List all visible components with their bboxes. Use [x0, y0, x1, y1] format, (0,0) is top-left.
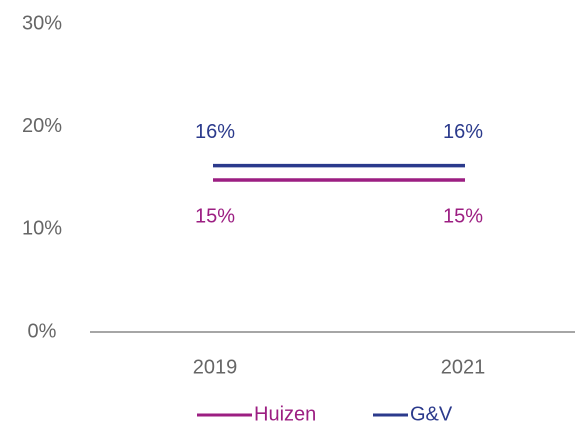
- y-tick-label: 20%: [22, 115, 62, 137]
- value-label: 16%: [443, 121, 483, 143]
- x-tick-label: 2019: [193, 356, 238, 378]
- legend-label: Huizen: [254, 403, 316, 425]
- legend-label: G&V: [410, 403, 453, 425]
- value-label: 16%: [195, 121, 235, 143]
- y-tick-label: 30%: [22, 12, 62, 34]
- x-tick-label: 2021: [441, 356, 486, 378]
- value-label: 15%: [195, 205, 235, 227]
- y-tick-label: 10%: [22, 218, 62, 240]
- y-tick-label: 0%: [28, 320, 57, 342]
- value-label: 15%: [443, 205, 483, 227]
